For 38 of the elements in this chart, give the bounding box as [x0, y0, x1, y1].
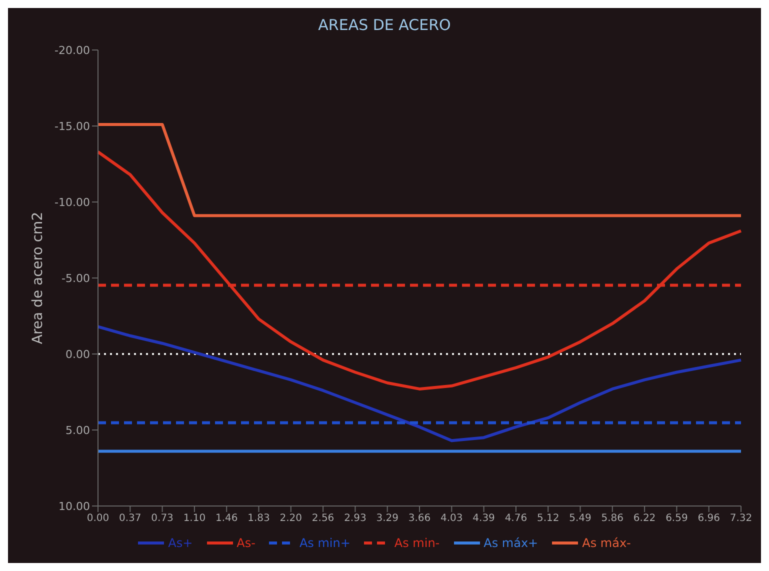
legend-label: As min+ [298, 536, 350, 550]
x-tick-label: 5.49 [569, 513, 592, 524]
x-tick-label: 6.22 [633, 513, 656, 524]
legend-label: As min- [393, 536, 440, 550]
x-tick-label: 5.12 [536, 513, 560, 524]
x-tick-label: 0.00 [86, 513, 110, 524]
y-tick-label: 0.00 [66, 348, 90, 361]
x-tick-label: 0.37 [119, 513, 142, 524]
x-tick-label: 2.56 [312, 513, 334, 524]
legend-label: As+ [167, 536, 193, 550]
y-axis-title: Area de acero cm2 [30, 212, 46, 344]
x-tick-label: 1.46 [215, 513, 238, 524]
y-tick-label: -20.00 [54, 44, 90, 57]
y-tick-label: 10.00 [58, 500, 90, 513]
x-tick-label: 0.73 [151, 513, 174, 524]
chart-title: AREAS DE ACERO [317, 15, 452, 36]
x-tick-label: 5.86 [601, 513, 624, 524]
legend-label: As máx- [581, 536, 631, 550]
y-tick-label: -15.00 [54, 120, 90, 133]
x-tick-label: 2.93 [344, 513, 366, 524]
x-tick-label: 1.83 [248, 513, 270, 524]
y-tick-label: -10.00 [54, 196, 90, 209]
x-tick-label: 3.29 [376, 513, 398, 524]
y-tick-label: 5.00 [66, 424, 90, 437]
line-series [96, 325, 742, 442]
x-tick-label: 2.20 [280, 513, 302, 524]
y-tick-label: -5.00 [62, 272, 90, 285]
x-tick-label: 6.59 [666, 513, 688, 524]
x-tick-label: 1.10 [183, 513, 206, 524]
line-series [96, 150, 742, 390]
legend-label: As- [236, 536, 256, 550]
legend-label: As máx+ [482, 536, 538, 550]
x-tick-label: 7.32 [730, 513, 752, 524]
x-tick-label: 4.03 [440, 513, 463, 524]
x-tick-label: 4.39 [472, 513, 495, 524]
x-tick-label: 4.76 [504, 513, 528, 524]
x-tick-label: 3.66 [408, 513, 431, 524]
x-tick-label: 6.96 [698, 513, 720, 524]
